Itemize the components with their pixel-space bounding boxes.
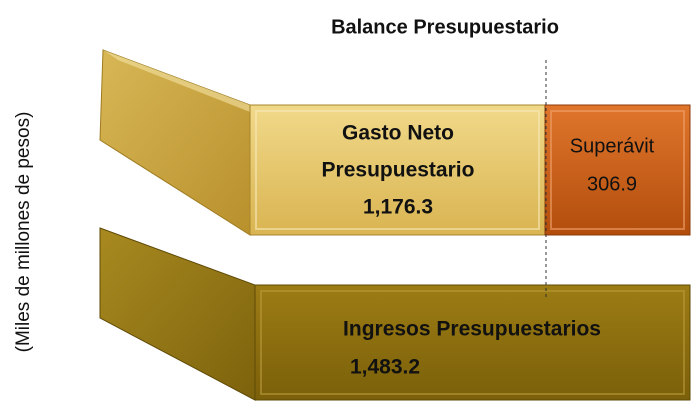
gasto-bevel xyxy=(255,110,540,230)
top-fin-bevel xyxy=(103,50,250,112)
ingresos-box xyxy=(254,284,691,401)
gasto-value: 1,176.3 xyxy=(363,196,433,219)
gasto-box xyxy=(249,104,546,236)
superavit-label: Superávit xyxy=(570,135,655,157)
superavit-box xyxy=(544,104,691,236)
superavit-bevel xyxy=(550,110,685,230)
ingresos-label: Ingresos Presupuestarios xyxy=(343,318,601,341)
axis-label: (Miles de millones de pesos) xyxy=(13,112,34,353)
gasto-label: Gasto Neto xyxy=(342,122,454,145)
ingresos-value: 1,483.2 xyxy=(350,356,420,379)
gasto-label: Presupuestario xyxy=(322,159,475,182)
superavit-value: 306.9 xyxy=(587,173,637,195)
ingresos-bevel xyxy=(260,290,685,395)
title: Balance Presupuestario xyxy=(331,16,559,38)
bottom-fin xyxy=(99,227,256,401)
